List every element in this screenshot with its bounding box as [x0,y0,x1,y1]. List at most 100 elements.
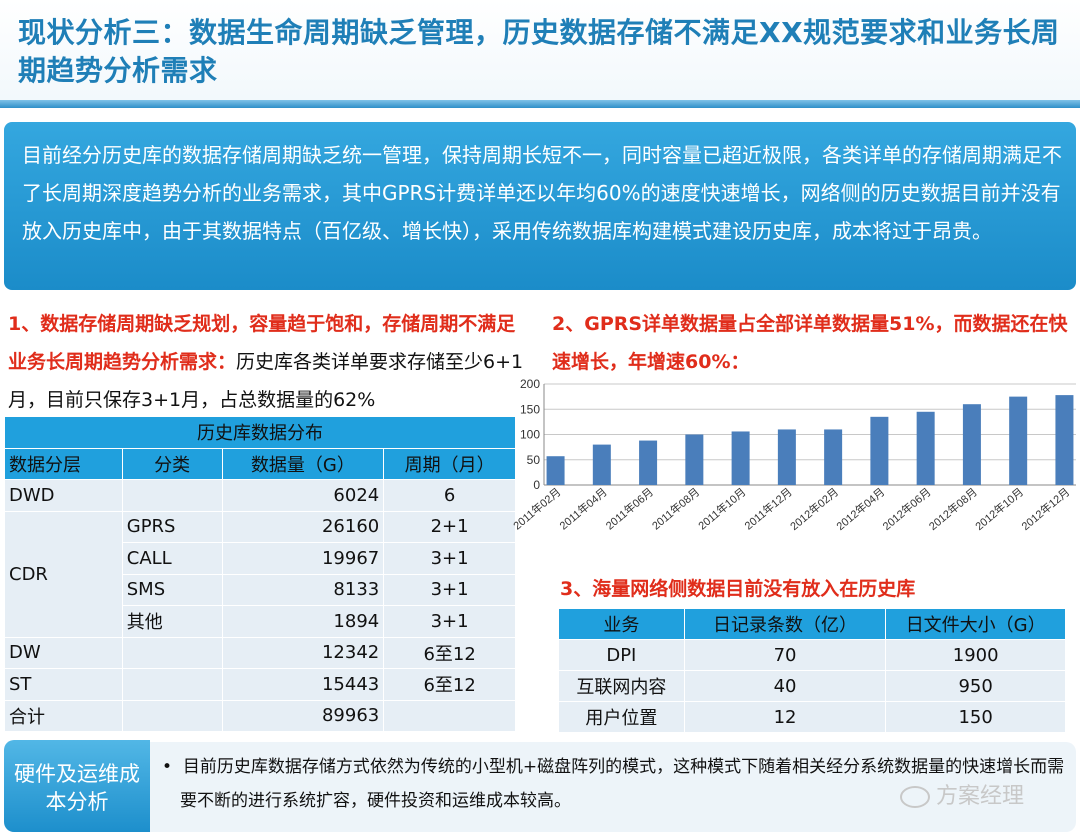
chart-bar [685,434,704,485]
table-row: DPI 70 1900 [558,639,1066,671]
column-header: 日记录条数（亿） [683,608,887,640]
cell-category: SMS [121,573,223,606]
cell-category [121,668,223,701]
cell-business: 用户位置 [558,701,685,733]
cost-analysis-body: 目前历史库数据存储方式依然为传统的小型机+磁盘阵列的模式，这种模式下随着相关经分… [180,757,1065,811]
watermark-text: 方案经理 [936,784,1025,809]
y-tick-label: 200 [520,377,540,391]
column-header: 分类 [121,447,223,480]
y-tick-label: 0 [533,478,540,492]
y-tick-label: 50 [527,453,541,467]
cell-records: 12 [683,701,887,733]
cell-category [121,636,223,669]
x-tick-label: 2012年06月 [880,485,934,533]
cell-business: 互联网内容 [558,670,685,702]
column-header: 周期（月） [383,447,516,480]
table-row: 其他 1894 3+1 [5,605,516,638]
cell-period [383,699,516,732]
cell-layer: DW [4,636,123,669]
cell-layer: DWD [4,479,123,512]
chart-bar [639,440,658,485]
cell-layer: CDR [4,510,123,638]
intro-text: 目前经分历史库的数据存储周期缺乏统一管理，保持周期长短不一，同时容量已超近极限，… [22,143,1062,243]
cell-size: 15443 [221,668,385,701]
x-tick-label: 2012年02月 [787,485,841,533]
history-table-caption: 历史库数据分布 [4,416,516,449]
section2-heading: 2、GPRS详单数据量占全部详单数据量51%，而数据还在快速增长，年增速60%： [552,313,1068,373]
column-header: 业务 [558,608,685,640]
cost-analysis-text: • 目前历史库数据存储方式依然为传统的小型机+磁盘阵列的模式，这种模式下随着相关… [158,750,1066,818]
cell-period: 3+1 [383,573,516,606]
cell-size: 8133 [221,573,385,606]
wechat-icon [900,786,930,808]
table-row: SMS 8133 3+1 [5,573,516,606]
x-tick-label: 2011年12月 [741,485,794,533]
cell-period: 6 [383,479,516,512]
section3-heading: 3、海量网络侧数据目前没有放入在历史库 [560,578,916,600]
x-tick-label: 2011年08月 [649,485,702,533]
cell-category [121,699,223,732]
x-tick-label: 2012年04月 [833,485,887,533]
network-data-table: 业务 日记录条数（亿） 日文件大小（G） DPI 70 1900 互联网内容 4… [558,608,1066,733]
cell-period: 6至12 [383,668,516,701]
cell-layer: 合计 [4,699,123,732]
cell-size: 1894 [221,605,385,638]
chart-bar [870,416,889,485]
x-tick-label: 2012年12月 [1018,485,1072,533]
chart-svg: 0501001502002011年02月2011年04月2011年06月2011… [510,377,1076,533]
cell-records: 70 [683,639,887,671]
title-divider [0,100,1080,108]
intro-box: 目前经分历史库的数据存储周期缺乏统一管理，保持周期长短不一，同时容量已超近极限，… [4,122,1076,290]
cell-size: 26160 [221,510,385,543]
column-header: 数据量（G） [221,447,385,480]
y-tick-label: 100 [520,428,540,442]
cell-size: 89963 [221,699,385,732]
title-bar: 现状分析三：数据生命周期缺乏管理，历史数据存储不满足XX规范要求和业务长周期趋势… [0,0,1080,100]
cell-category: 其他 [121,605,223,638]
chart-bar [916,411,935,485]
cost-analysis-tab: 硬件及运维成本分析 [4,740,150,832]
chart-bar [546,456,565,485]
watermark: 方案经理 [900,778,1024,810]
cell-business: DPI [558,639,685,671]
table-row: ST 15443 6至12 [4,668,516,701]
cell-period: 6至12 [383,636,516,669]
bullet: • [162,757,173,777]
cell-size: 19967 [221,542,385,575]
table-row: CDR GPRS 26160 2+1 [4,510,516,638]
table-row: DW 12342 6至12 [4,636,516,669]
cell-records: 40 [683,670,887,702]
chart-bar [592,444,611,485]
section1-text: 历史库各类详单要求存储至少6+1月，目前只保存3+1月，占总数据量的62% [8,351,524,411]
x-tick-label: 2011年04月 [556,485,609,533]
chart-bar [731,431,750,485]
cell-size: 12342 [221,636,385,669]
cell-period: 2+1 [383,510,516,543]
column-header: 日文件大小（G） [885,608,1066,640]
chart-bar [962,404,981,485]
table-row: 用户位置 12 150 [558,701,1066,733]
cell-category: CALL [121,542,223,575]
history-table: 历史库数据分布 数据分层 分类 数据量（G） 周期（月） DWD 6024 6 … [4,416,516,732]
section1-title: 1、数据存储周期缺乏规划，容量趋于饱和，存储周期不满足业务长周期趋势分析需求： [8,313,516,373]
cell-layer: ST [4,668,123,701]
cell-category: GPRS [121,510,223,543]
chart-bar [1055,395,1074,485]
page-title: 现状分析三：数据生命周期缺乏管理，历史数据存储不满足XX规范要求和业务长周期趋势… [18,16,1060,87]
x-tick-label: 2012年10月 [972,485,1026,533]
x-tick-label: 2011年10月 [695,485,748,533]
table-row: 合计 89963 [4,699,516,732]
x-tick-label: 2012年08月 [926,485,980,533]
y-tick-label: 150 [520,402,540,416]
chart-bar [777,429,796,485]
cell-file-size: 950 [885,670,1066,702]
cell-period: 3+1 [383,605,516,638]
section1-heading: 1、数据存储周期缺乏规划，容量趋于饱和，存储周期不满足业务长周期趋势分析需求：历… [8,305,528,419]
table-row: DWD 6024 6 [4,479,516,512]
cell-category [121,479,223,512]
table-row: 互联网内容 40 950 [558,670,1066,702]
cell-file-size: 1900 [885,639,1066,671]
chart-bar [824,429,843,485]
cell-file-size: 150 [885,701,1066,733]
cell-period: 3+1 [383,542,516,575]
